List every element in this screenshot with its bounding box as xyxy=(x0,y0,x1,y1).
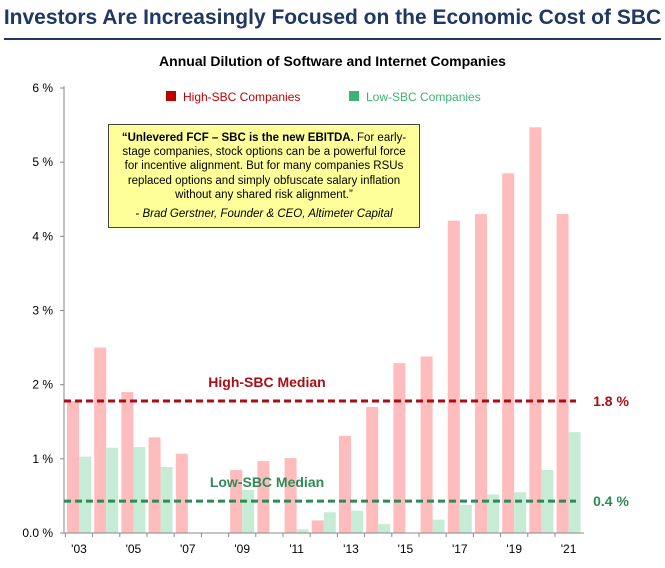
x-tick-label: '05 xyxy=(126,542,142,556)
high-sbc-bar-2007 xyxy=(175,453,188,533)
axes-layer: 0.0 % 1 % 2 % 3 % 4 % 5 % 6 % '03 '05 '07 '09 '11 '1… xyxy=(22,81,584,556)
high-sbc-bar-2018 xyxy=(475,214,487,534)
high-sbc-bar-2020 xyxy=(529,127,542,533)
high-sbc-bar-2012 xyxy=(311,520,324,533)
x-tick-label: '09 xyxy=(234,542,250,556)
y-tick-label: 4 % xyxy=(32,229,53,243)
high-sbc-bar-2010 xyxy=(257,461,270,533)
low-sbc-bar-2004 xyxy=(106,447,119,533)
low-sbc-bar-2009 xyxy=(242,489,255,533)
x-tick-label: '03 xyxy=(71,542,87,556)
high-sbc-median-value: 1.8 % xyxy=(593,393,629,409)
x-tick-label: '17 xyxy=(452,542,468,556)
y-tick-label: 0.0 % xyxy=(22,526,53,540)
legend-high-sbc-label: High-SBC Companies xyxy=(183,90,300,104)
low-sbc-bar-2017 xyxy=(459,504,472,533)
high-sbc-bar-2009 xyxy=(230,469,243,533)
y-tick-label: 6 % xyxy=(32,81,53,95)
low-sbc-bar-2021 xyxy=(568,432,581,533)
high-sbc-bar-2021 xyxy=(556,214,569,534)
low-sbc-bar-2011 xyxy=(296,529,309,533)
quote-box: “Unlevered FCF – SBC is the new EBITDA. … xyxy=(108,124,420,228)
legend-high-sbc-swatch xyxy=(166,91,176,101)
high-sbc-bar-2013 xyxy=(339,435,351,533)
low-sbc-bar-2005 xyxy=(133,446,146,533)
high-sbc-bar-2015 xyxy=(393,363,406,533)
high-sbc-bar-2005 xyxy=(121,392,134,533)
low-sbc-median-label: Low-SBC Median xyxy=(210,474,324,490)
high-sbc-bar-2006 xyxy=(148,437,161,533)
high-sbc-bar-2016 xyxy=(420,356,433,533)
y-tick-label: 1 % xyxy=(32,452,53,466)
high-sbc-median-label: High-SBC Median xyxy=(208,374,325,390)
x-tick-label: '13 xyxy=(343,542,359,556)
y-tick-label: 5 % xyxy=(32,155,53,169)
x-tick-label: '07 xyxy=(180,542,196,556)
x-tick-label: '11 xyxy=(289,542,304,556)
quote-bold-text: “Unlevered FCF – SBC is the new EBITDA. xyxy=(121,132,354,144)
median-lines: High-SBC Median 1.8 % Low-SBC Median 0.4 % xyxy=(64,374,629,509)
chart-title: Annual Dilution of Software and Internet… xyxy=(159,53,506,69)
low-sbc-bar-2016 xyxy=(432,519,445,533)
low-sbc-bar-2014 xyxy=(378,524,391,533)
high-sbc-bar-2003 xyxy=(67,400,79,533)
high-sbc-bar-2014 xyxy=(366,406,379,533)
x-tick-label: '15 xyxy=(398,542,414,556)
legend-low-sbc-label: Low-SBC Companies xyxy=(366,90,481,104)
high-sbc-bar-2019 xyxy=(502,173,515,533)
x-tick-label: '21 xyxy=(561,542,577,556)
low-sbc-bar-2019 xyxy=(514,492,527,533)
high-sbc-bar-2004 xyxy=(94,347,107,533)
legend: High-SBC Companies Low-SBC Companies xyxy=(166,90,481,104)
low-sbc-median-value: 0.4 % xyxy=(593,493,629,509)
title-divider xyxy=(4,38,661,40)
y-tick-label: 2 % xyxy=(32,378,53,392)
low-sbc-bar-2020 xyxy=(541,469,554,533)
low-sbc-bar-2018 xyxy=(487,494,499,533)
legend-low-sbc-swatch xyxy=(349,91,359,101)
y-tick-label: 3 % xyxy=(32,304,53,318)
high-sbc-bar-2011 xyxy=(284,458,297,533)
quote-attribution: - Brad Gerstner, Founder & CEO, Altimete… xyxy=(135,208,393,221)
low-sbc-bar-2013 xyxy=(351,510,363,533)
page-title: Investors Are Increasingly Focused on th… xyxy=(3,6,662,29)
high-sbc-bar-2017 xyxy=(447,220,460,533)
quote-text: For early-stage companies, stock options… xyxy=(122,132,407,201)
low-sbc-bar-2012 xyxy=(323,512,336,533)
x-tick-label: '19 xyxy=(506,542,522,556)
low-sbc-bar-2003 xyxy=(79,456,91,533)
